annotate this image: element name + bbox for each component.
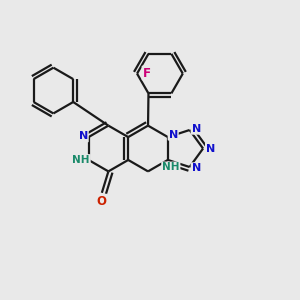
Text: N: N xyxy=(206,143,215,154)
Text: NH: NH xyxy=(162,162,180,172)
Text: N: N xyxy=(191,124,201,134)
Text: N: N xyxy=(169,130,178,140)
Text: N: N xyxy=(79,131,88,142)
Text: N: N xyxy=(191,163,201,173)
Text: F: F xyxy=(142,67,151,80)
Text: NH: NH xyxy=(72,155,90,165)
Text: O: O xyxy=(96,195,106,208)
